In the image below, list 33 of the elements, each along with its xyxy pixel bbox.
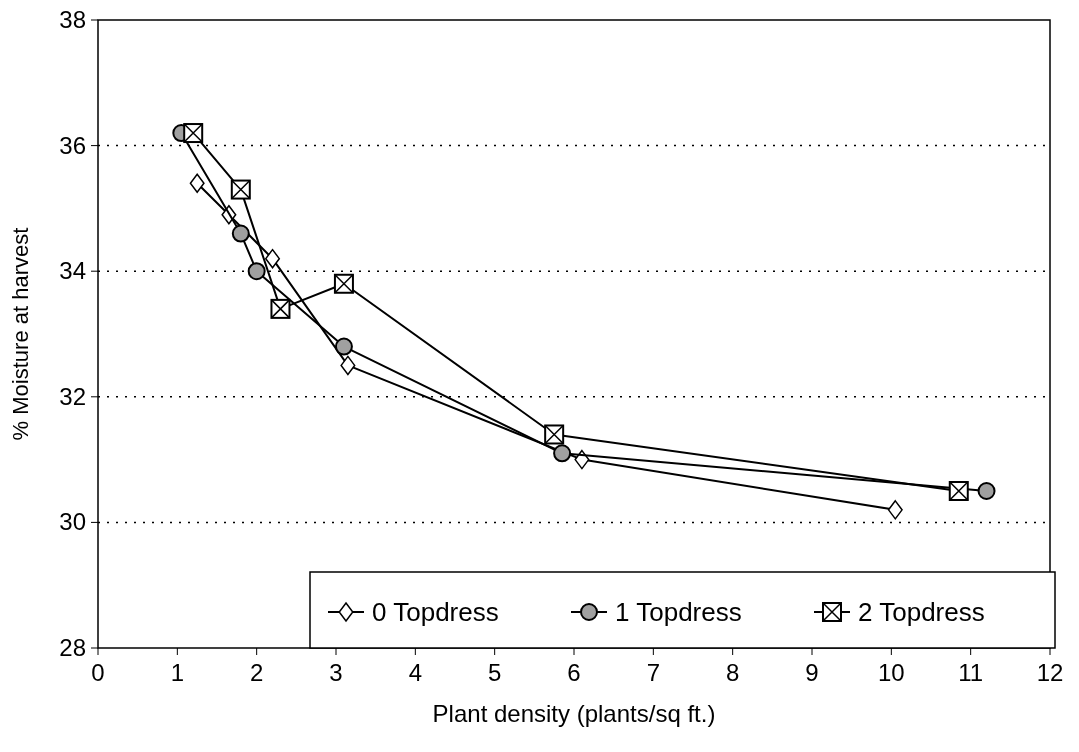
point — [265, 248, 281, 269]
y-tick-label: 36 — [59, 131, 86, 159]
y-tick-label: 30 — [59, 508, 86, 536]
x-tick-label: 7 — [646, 659, 661, 686]
x-tick-label: 9 — [805, 659, 819, 686]
x-tick-label: 1 — [170, 659, 185, 686]
point — [340, 355, 356, 376]
point — [231, 224, 250, 243]
legend-label: 2 Topdress — [858, 597, 985, 627]
point — [887, 500, 903, 520]
y-tick-label: 28 — [59, 634, 86, 661]
point — [334, 337, 353, 356]
x-tick-label: 10 — [877, 659, 905, 686]
y-tick-label: 38 — [59, 6, 86, 33]
point — [247, 262, 266, 281]
x-tick-label: 6 — [567, 659, 581, 686]
legend-label: 0 Topdress — [372, 597, 499, 627]
x-tick-label: 5 — [487, 659, 502, 686]
point — [553, 444, 572, 463]
x-tick-label: 3 — [329, 659, 343, 686]
y-axis-title: % Moisture at harvest — [8, 227, 33, 441]
y-tick-label: 32 — [59, 382, 86, 410]
x-tick-label: 11 — [958, 659, 984, 686]
legend-label: 1 Topdress — [615, 597, 742, 627]
x-tick-label: 8 — [725, 659, 740, 686]
y-tick-label: 34 — [59, 257, 86, 285]
x-tick-label: 2 — [249, 659, 264, 686]
point — [977, 482, 996, 500]
x-tick-label: 4 — [408, 659, 423, 686]
x-axis-title: Plant density (plants/sq ft.) — [432, 700, 716, 727]
point — [189, 173, 205, 194]
x-tick-label: 0 — [91, 659, 105, 686]
x-tick-label: 12 — [1036, 659, 1064, 686]
